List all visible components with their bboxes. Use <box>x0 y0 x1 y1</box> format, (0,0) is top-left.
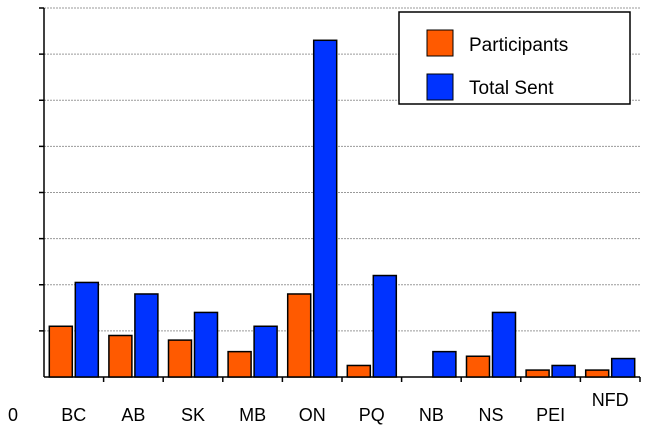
bars <box>48 39 636 378</box>
legend-label-participants: Participants <box>469 35 568 56</box>
bar-nfd-total-sent <box>610 357 636 378</box>
x-tick-labels: BC AB SK MB ON PQ NB NS PEI NFD <box>61 377 641 425</box>
x-tick-label-nfd: NFD <box>592 390 629 410</box>
x-tick-label-ns: NS <box>478 405 503 425</box>
x-tick-label-pei: PEI <box>536 405 565 425</box>
bar-pei-participants <box>525 369 550 378</box>
legend: Participants Total Sent <box>398 11 631 105</box>
bar-bc-total-sent <box>74 281 100 378</box>
bar-mb-total-sent <box>253 325 278 378</box>
x-tick-label-bc: BC <box>61 405 86 425</box>
bar-nfd-participants <box>584 369 610 378</box>
x-tick-label-sk: SK <box>181 405 205 425</box>
x-tick-label-mb: MB <box>239 405 266 425</box>
x-tick-label-ab: AB <box>121 405 145 425</box>
bar-ns-total-sent <box>491 311 517 378</box>
x-tick-label-on: ON <box>299 405 326 425</box>
bar-bc-participants <box>48 325 74 378</box>
bar-mb-participants <box>227 350 252 378</box>
bar-on-total-sent <box>312 39 338 378</box>
bar-ab-total-sent <box>134 293 159 378</box>
legend-swatch-total-sent <box>426 73 454 101</box>
legend-swatch-participants <box>426 29 454 57</box>
legend-label-total-sent: Total Sent <box>469 78 554 99</box>
bar-on-participants <box>286 293 312 378</box>
bar-pq-participants <box>346 364 372 378</box>
bar-pei-total-sent <box>551 364 576 378</box>
bar-pq-total-sent <box>372 274 398 378</box>
x-tick-label-nb: NB <box>419 405 444 425</box>
bar-sk-participants <box>167 339 193 378</box>
y-tick-label-0: 0 <box>8 405 18 425</box>
bar-ns-participants <box>465 355 491 378</box>
x-tick-label-pq: PQ <box>359 405 385 425</box>
bar-sk-total-sent <box>193 311 219 378</box>
bar-nb-total-sent <box>432 350 457 378</box>
bar-ab-participants <box>108 334 133 378</box>
